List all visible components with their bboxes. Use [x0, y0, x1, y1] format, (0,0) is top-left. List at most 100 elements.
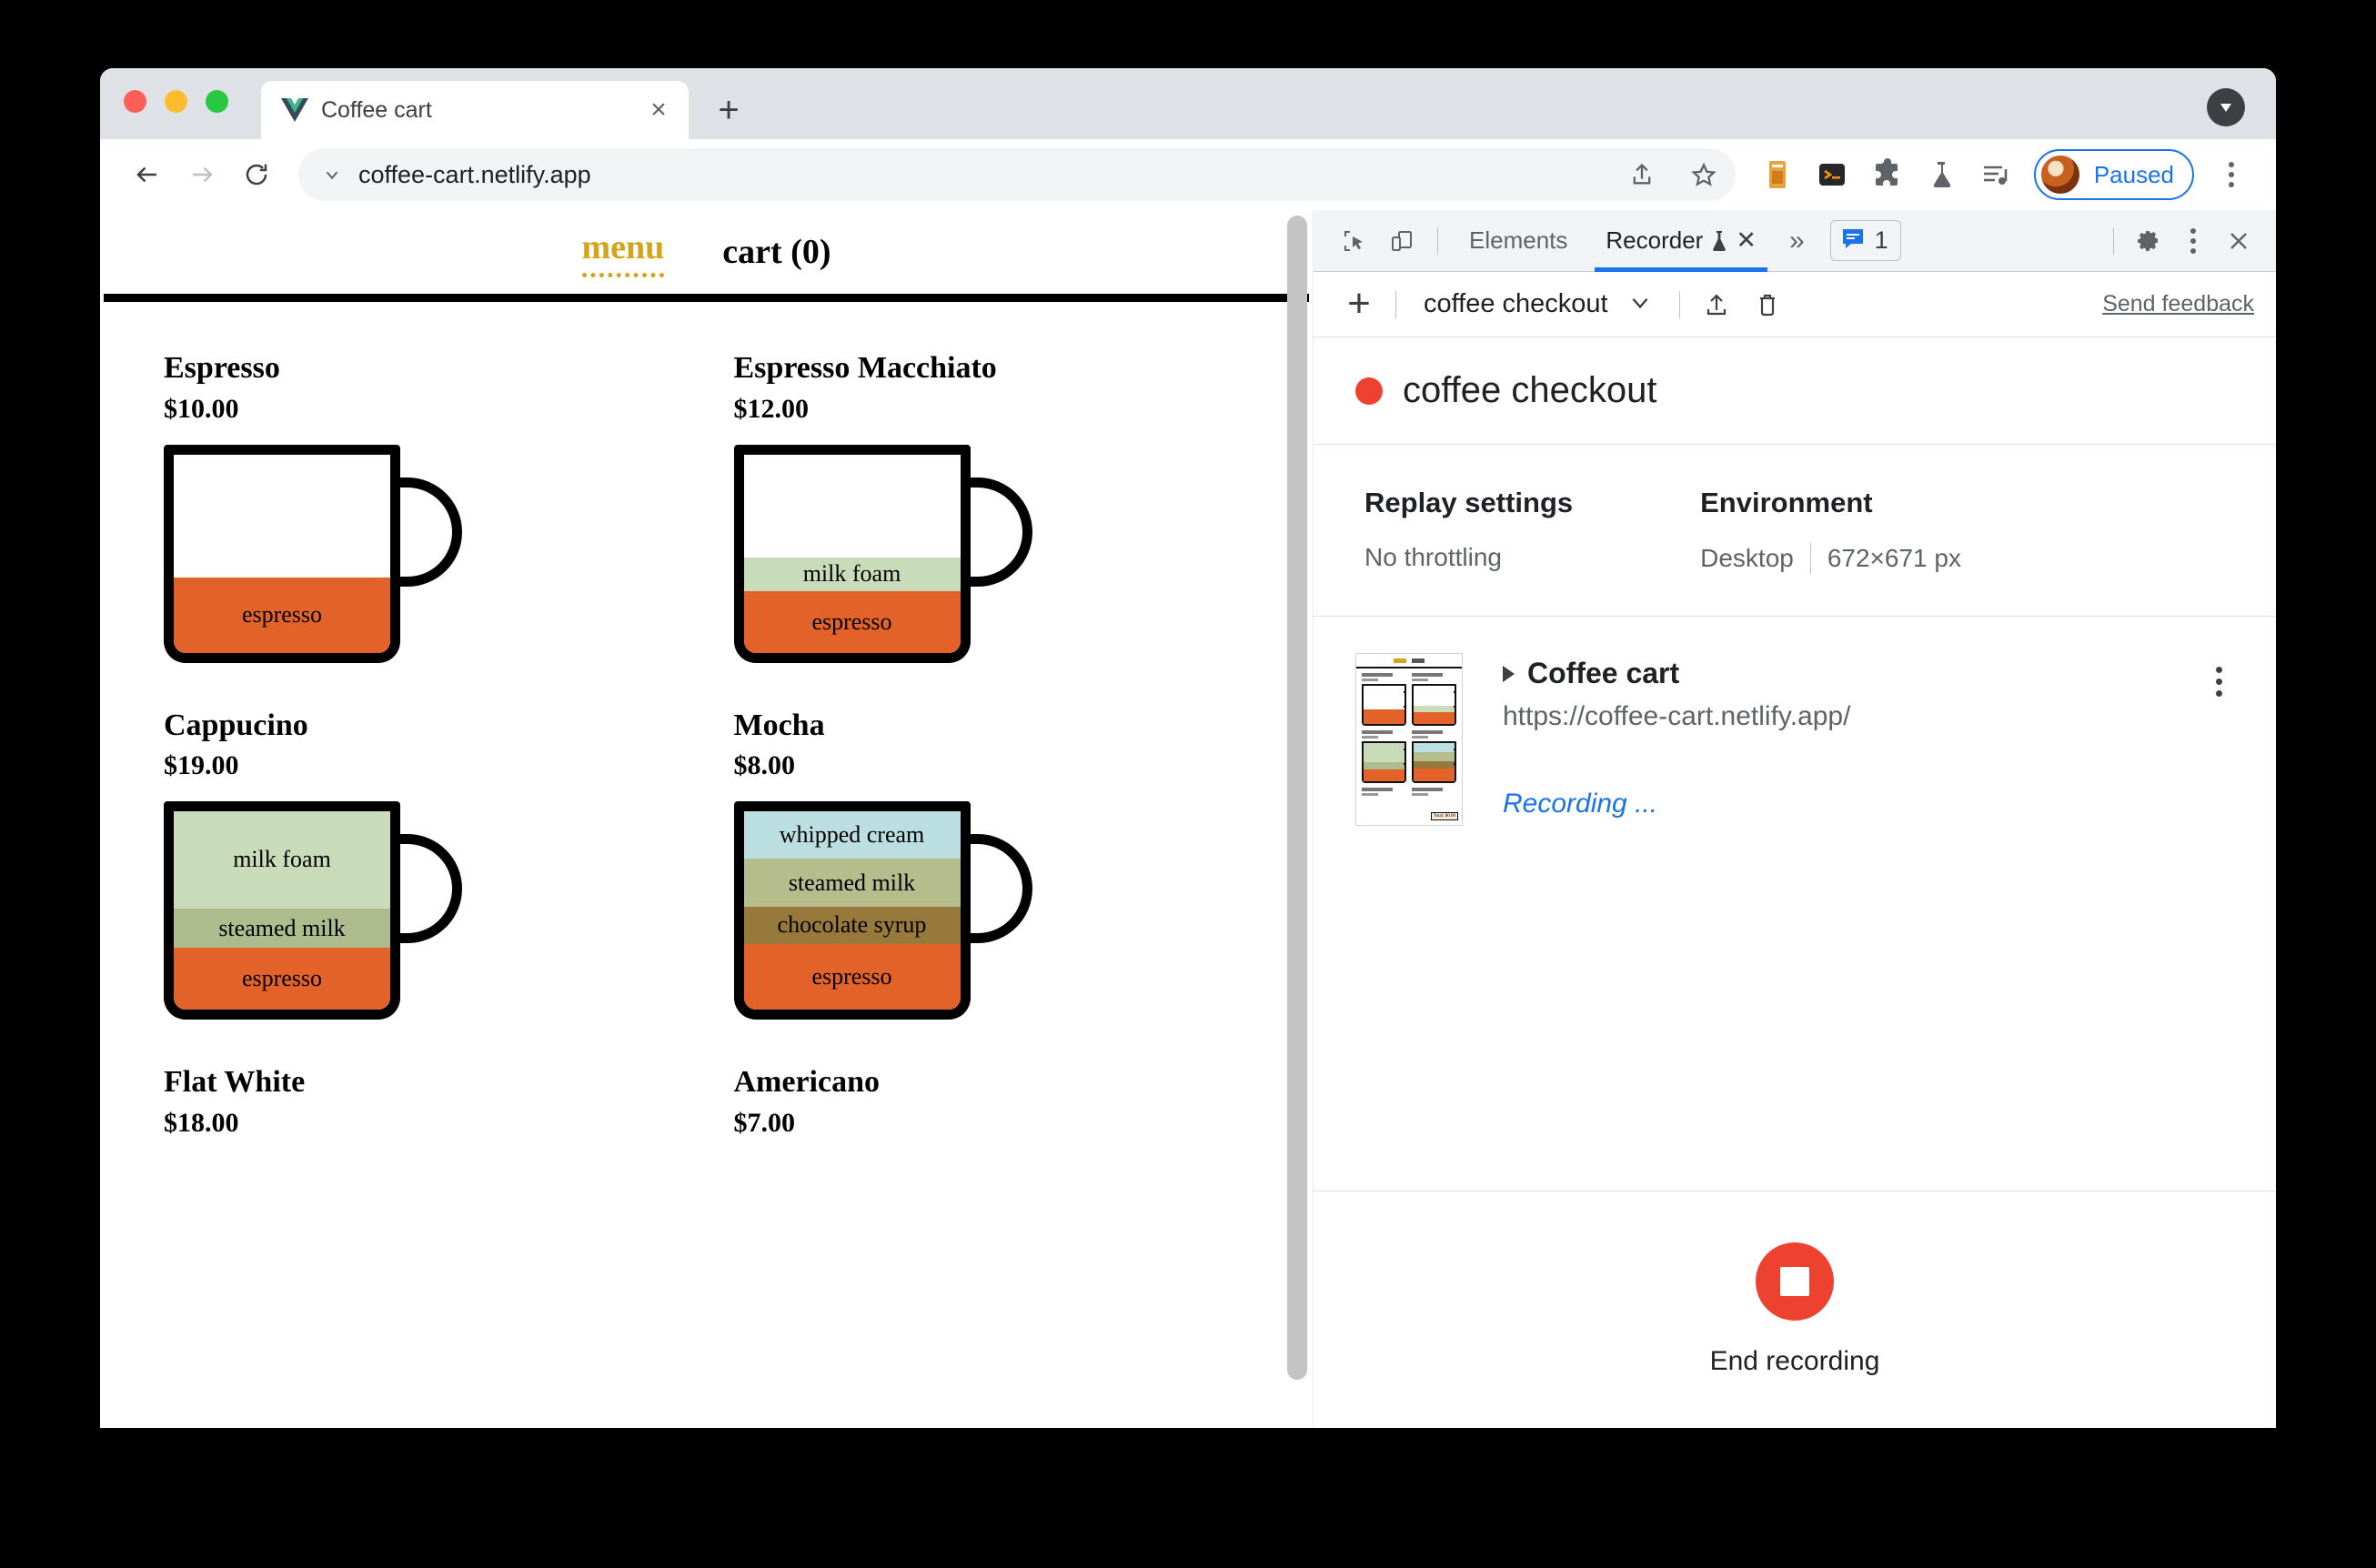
browser-window: Coffee cart × + coffee-cart.netlify.app	[100, 68, 2276, 1428]
recording-title: coffee checkout	[1403, 370, 1657, 410]
close-devtools-icon[interactable]	[2218, 220, 2260, 262]
thumbnail-total-badge: Total: $0.00	[1430, 812, 1458, 820]
browser-tab[interactable]: Coffee cart ×	[261, 81, 689, 139]
coffee-name: Espresso Macchiato	[733, 351, 997, 385]
coffee-item-mocha[interactable]: Mocha $8.00 whipped cream steamed milk c…	[733, 707, 1250, 1020]
maximize-window-button[interactable]	[206, 89, 228, 113]
coffee-menu-grid: Espresso $10.00 espresso Espresso Macchi…	[100, 302, 1313, 1139]
minimize-window-button[interactable]	[165, 89, 187, 113]
profile-status-label: Paused	[2093, 160, 2174, 188]
divider	[1678, 290, 1680, 318]
avatar	[2039, 154, 2081, 196]
vue-logo-icon	[281, 98, 308, 122]
divider	[2113, 226, 2114, 255]
add-recording-button[interactable]: +	[1347, 281, 1371, 327]
coffee-name: Espresso	[164, 351, 280, 385]
extension-book-icon[interactable]	[1757, 155, 1797, 195]
replay-settings-value[interactable]: No throttling	[1364, 543, 1502, 571]
nav-link-cart[interactable]: cart (0)	[722, 233, 831, 271]
puzzle-extensions-icon[interactable]	[1867, 155, 1907, 195]
thumbnail-item	[1412, 730, 1456, 783]
coffee-price: $8.00	[733, 750, 796, 780]
web-page-coffee-cart: menu cart (0) Espresso $10.00 espresso	[100, 210, 1314, 1428]
cup-layer	[174, 454, 390, 578]
cup-handle-icon	[389, 477, 462, 587]
replay-settings-column: Replay settings No throttling	[1364, 487, 1573, 574]
playlist-icon[interactable]	[1976, 155, 2016, 195]
reload-button[interactable]	[231, 149, 282, 200]
page-scrollbar[interactable]	[1287, 216, 1307, 1380]
back-button[interactable]	[122, 149, 173, 200]
browser-toolbar: coffee-cart.netlify.app	[100, 139, 2276, 210]
cup-layer: milk foam	[174, 811, 390, 909]
more-tabs-button[interactable]: »	[1788, 225, 1805, 256]
nav-link-menu[interactable]: menu	[581, 227, 665, 277]
coffee-item-cappucino[interactable]: Cappucino $19.00 milk foam steamed milk …	[164, 707, 680, 1020]
recording-steps: Total: $0.00 Coffee cart https://coffee-…	[1314, 617, 2276, 1191]
coffee-price: $7.00	[733, 1107, 796, 1138]
step-header[interactable]: Coffee cart	[1503, 657, 2158, 690]
chevron-down-icon	[1628, 290, 1652, 318]
coffee-price: $12.00	[733, 393, 810, 424]
environment-size: 672×671 px	[1827, 544, 1961, 572]
profile-status-pill[interactable]: Paused	[2033, 149, 2194, 200]
chevron-down-icon[interactable]	[2207, 88, 2245, 126]
end-recording-label: End recording	[1709, 1346, 1880, 1376]
cup-layer: espresso	[743, 944, 961, 1010]
coffee-name: Flat White	[164, 1065, 306, 1099]
close-icon[interactable]: ×	[650, 95, 667, 125]
address-bar[interactable]: coffee-cart.netlify.app	[298, 148, 1736, 201]
thumbnail-item	[1362, 673, 1406, 726]
browser-menu-button[interactable]	[2210, 152, 2252, 197]
recording-indicator-dot	[1355, 377, 1383, 405]
coffee-name: Americano	[733, 1065, 881, 1099]
import-icon[interactable]	[1693, 281, 1740, 328]
send-feedback-link[interactable]: Send feedback	[2102, 291, 2254, 317]
step-status: Recording ...	[1503, 789, 1658, 819]
recording-select[interactable]: coffee checkout	[1409, 281, 1666, 328]
cup-layer: espresso	[174, 577, 390, 653]
coffee-item-americano[interactable]: Americano $7.00	[734, 1063, 1250, 1139]
close-window-button[interactable]	[124, 89, 146, 113]
new-tab-button[interactable]: +	[718, 90, 740, 130]
cup-handle-icon	[389, 834, 462, 943]
coffee-item-espresso[interactable]: Espresso $10.00 espresso	[164, 349, 680, 663]
coffee-item-espresso-macchiato[interactable]: Espresso Macchiato $12.00 milk foam espr…	[733, 349, 1250, 663]
step-more-options-icon[interactable]	[2198, 658, 2240, 704]
tab-elements[interactable]: Elements	[1453, 210, 1584, 272]
tab-recorder-label: Recorder	[1606, 226, 1704, 254]
step-url: https://coffee-cart.netlify.app/	[1503, 701, 1851, 731]
chevron-right-icon[interactable]	[1503, 665, 1515, 682]
cup-layer: espresso	[743, 590, 961, 653]
coffee-price: $19.00	[164, 750, 239, 780]
inspect-element-icon[interactable]	[1334, 220, 1375, 262]
devtools-tabbar-actions	[2104, 220, 2260, 262]
bookmark-star-icon[interactable]	[1681, 152, 1727, 197]
recording-step[interactable]: Total: $0.00 Coffee cart https://coffee-…	[1355, 653, 2240, 826]
trash-icon[interactable]	[1744, 281, 1791, 328]
issues-count: 1	[1874, 226, 1888, 254]
end-recording-button[interactable]	[1756, 1242, 1834, 1321]
cup-body: milk foam steamed milk espresso	[164, 801, 400, 1020]
devtools-panel: Elements Recorder ✕ » 1	[1314, 210, 2276, 1428]
cup-handle-icon	[959, 834, 1032, 943]
close-icon[interactable]: ✕	[1736, 226, 1757, 254]
tab-recorder[interactable]: Recorder ✕	[1589, 210, 1773, 272]
step-info: Coffee cart https://coffee-cart.netlify.…	[1503, 653, 2158, 819]
chevron-down-icon[interactable]	[322, 165, 342, 185]
tab-title: Coffee cart	[321, 96, 432, 123]
flask-icon[interactable]	[1921, 155, 1961, 195]
share-icon[interactable]	[1619, 152, 1665, 197]
gear-icon[interactable]	[2127, 220, 2169, 262]
thumbnail-item	[1362, 788, 1406, 799]
terminal-icon[interactable]	[1812, 155, 1852, 195]
coffee-price: $10.00	[164, 393, 239, 424]
recording-title-row: coffee checkout	[1314, 337, 2276, 445]
forward-button[interactable]	[176, 149, 227, 200]
viewport: menu cart (0) Espresso $10.00 espresso	[100, 210, 2276, 1428]
coffee-item-flat-white[interactable]: Flat White $18.00	[164, 1063, 680, 1139]
device-toolbar-icon[interactable]	[1381, 220, 1423, 262]
issues-badge[interactable]: 1	[1829, 220, 1901, 261]
window-traffic-lights	[124, 68, 228, 139]
more-options-icon[interactable]	[2172, 220, 2214, 262]
